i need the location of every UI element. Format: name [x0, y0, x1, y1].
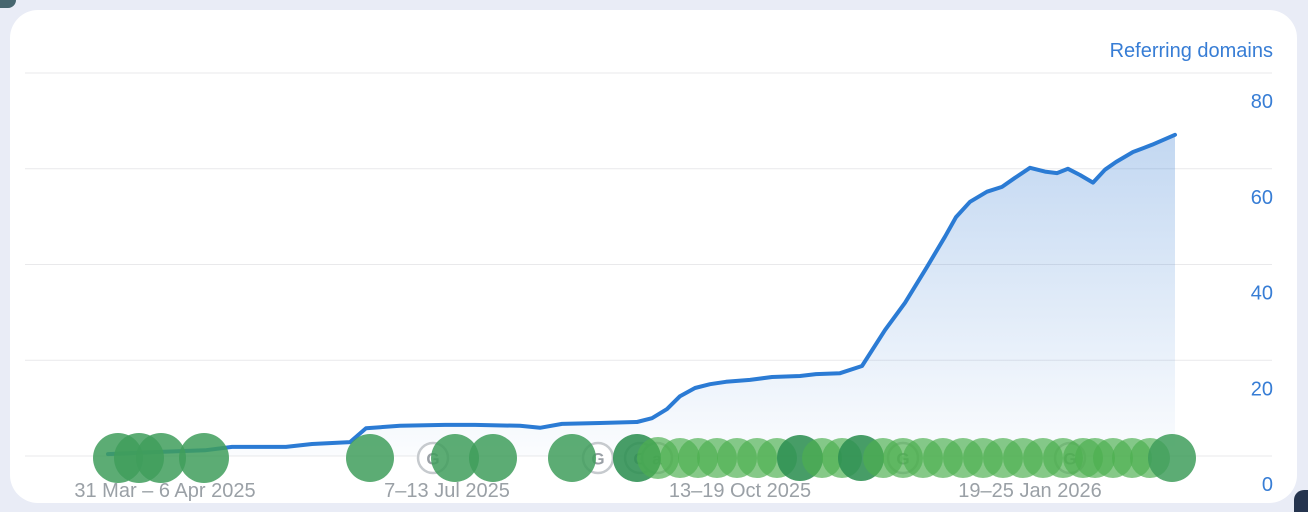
event-marker[interactable] — [469, 434, 517, 482]
y-axis-label: 0 — [1262, 474, 1273, 496]
event-marker[interactable] — [1148, 434, 1196, 482]
x-axis-label: 19–25 Jan 2026 — [958, 480, 1101, 502]
chart-title[interactable]: Referring domains — [1109, 40, 1273, 62]
event-marker[interactable] — [136, 433, 186, 483]
x-axis-labels: 31 Mar – 6 Apr 2025 7–13 Jul 2025 13–19 Oc… — [74, 480, 1101, 502]
area-fill — [108, 134, 1175, 457]
y-axis-label: 40 — [1251, 283, 1273, 305]
trend-line[interactable] — [106, 132, 1177, 457]
event-marker[interactable] — [346, 434, 394, 482]
event-markers — [93, 433, 1196, 483]
y-axis-labels: 80 60 40 20 0 — [1251, 91, 1273, 496]
event-marker[interactable] — [431, 434, 479, 482]
y-axis-label: 20 — [1251, 378, 1273, 400]
x-axis-label: 31 Mar – 6 Apr 2025 — [74, 480, 255, 502]
event-marker[interactable] — [548, 434, 596, 482]
y-axis-label: 80 — [1251, 91, 1273, 113]
event-marker[interactable] — [179, 433, 229, 483]
x-axis-label: 13–19 Oct 2025 — [669, 480, 811, 502]
x-axis-label: 7–13 Jul 2025 — [384, 480, 510, 502]
y-axis-label: 60 — [1251, 187, 1273, 209]
background-artifact-top-left — [0, 0, 16, 8]
background-artifact-bottom-right — [1294, 490, 1308, 512]
